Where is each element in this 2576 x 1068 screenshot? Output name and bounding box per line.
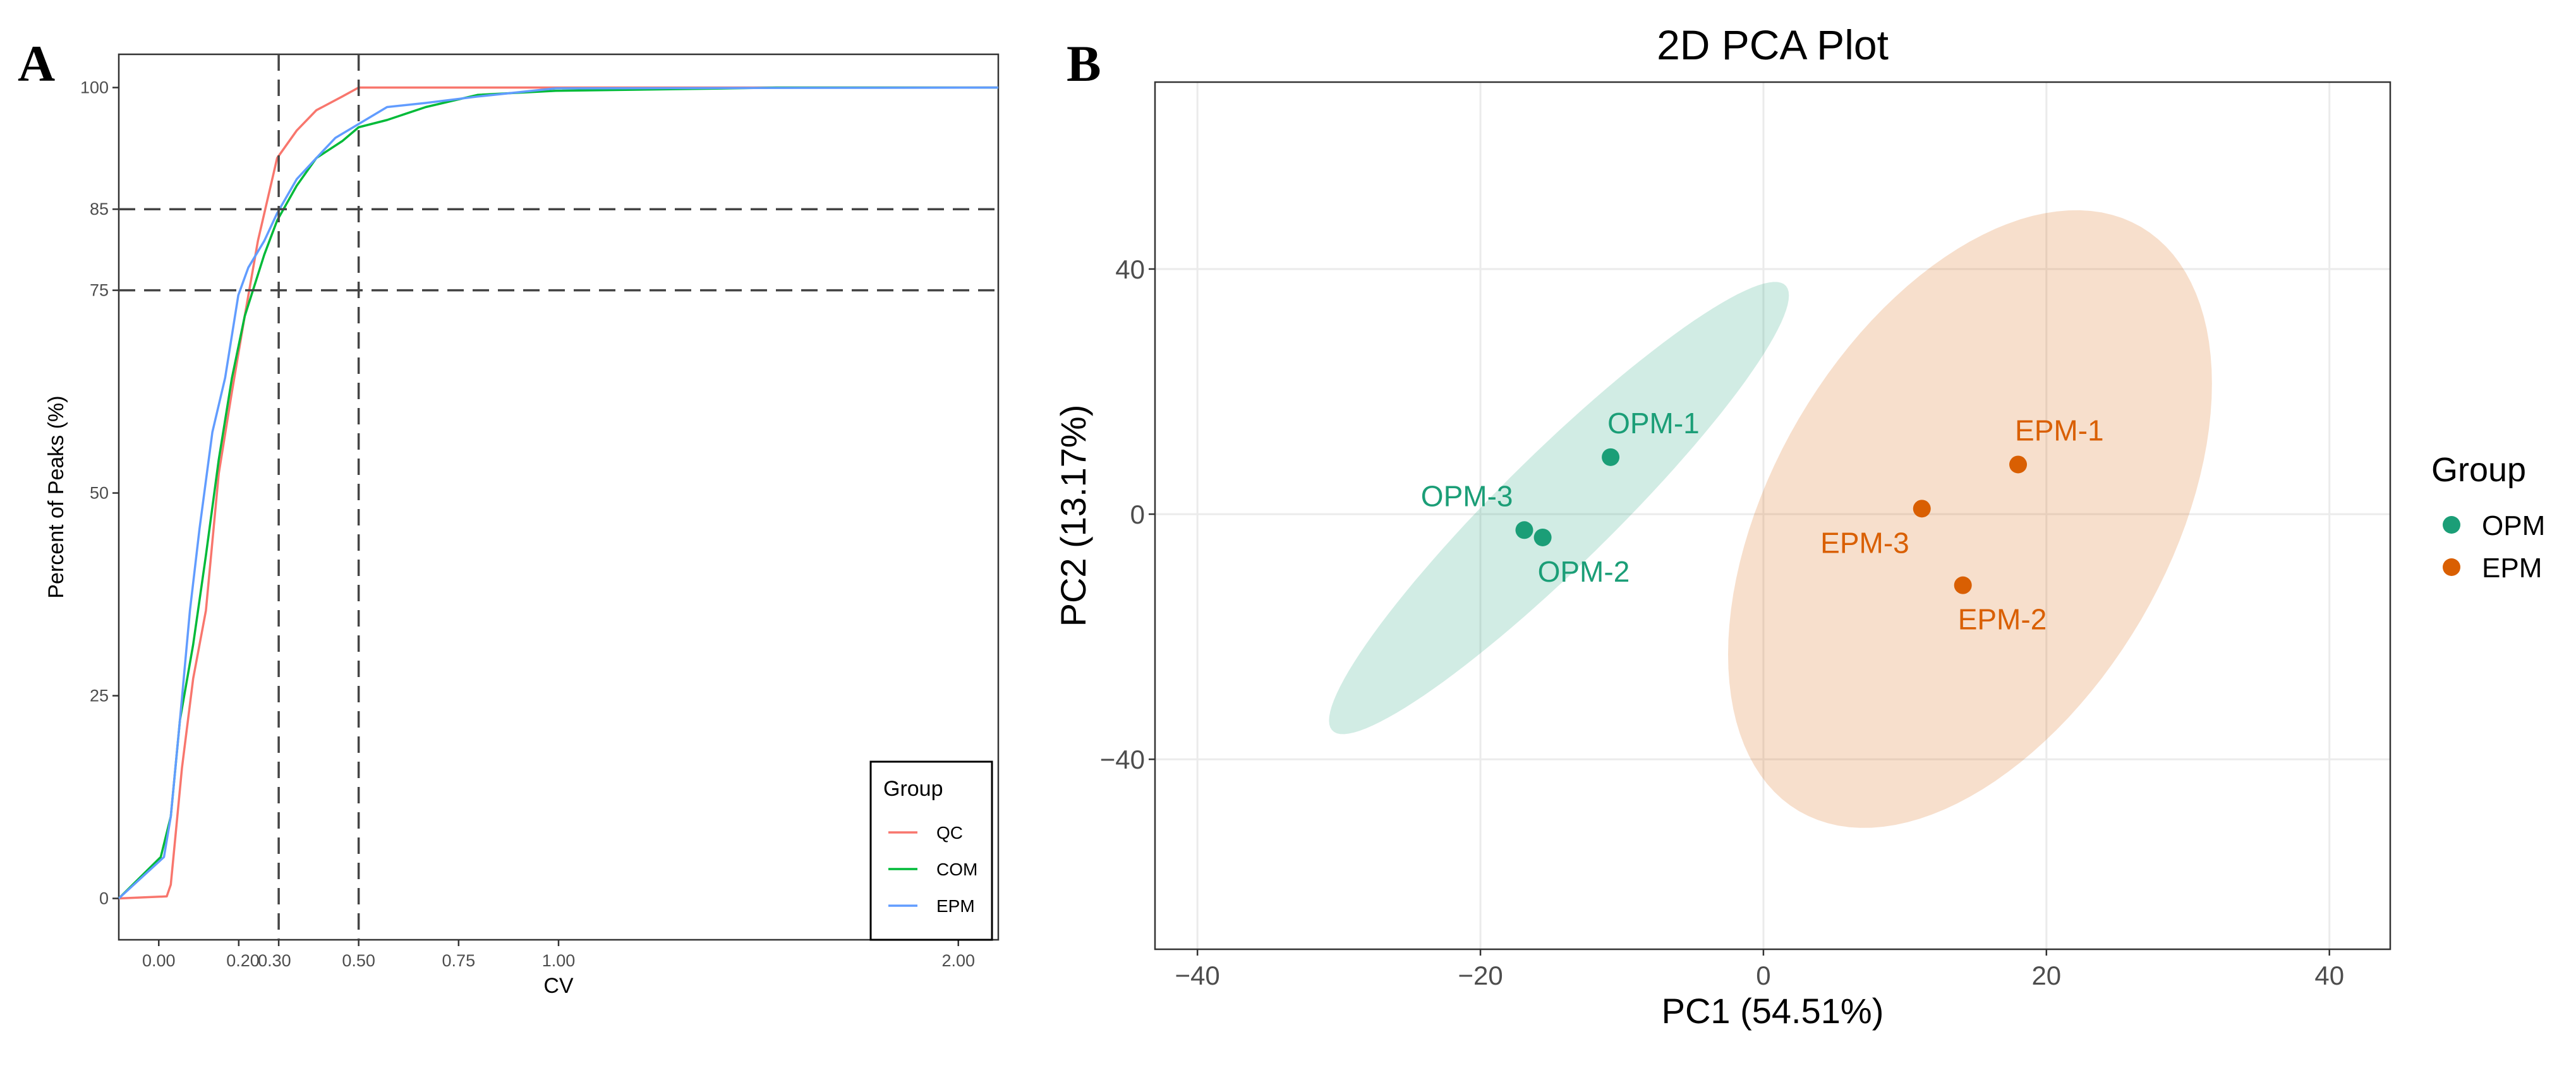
legend: Group QC COM EPM <box>869 760 993 941</box>
confidence-ellipse-opm <box>1329 282 1789 735</box>
x-tick-label: 0.50 <box>342 951 375 970</box>
legend-key-epm <box>2443 558 2460 576</box>
plot-panel <box>118 53 1000 941</box>
point-label: OPM-2 <box>1538 555 1630 588</box>
point-label: EPM-2 <box>1958 603 2047 636</box>
data-point-opm-2 <box>1533 528 1552 546</box>
y-tick-label: 75 <box>90 281 109 300</box>
pca-scatter-chart: OPM-1 OPM-2 OPM-3 EPM-1 EPM-2 EPM-3 −40 −20 0 20 4… <box>1053 21 2545 1031</box>
plot-panel <box>1155 82 2390 949</box>
y-tick-label: 50 <box>90 484 109 503</box>
x-tick-label: 0.75 <box>442 951 476 970</box>
legend-label: EPM <box>936 896 975 916</box>
x-tick-label: −20 <box>1458 961 1503 990</box>
x-tick-label: 0.00 <box>142 951 176 970</box>
data-point-epm-2 <box>1954 576 1972 594</box>
cv-cumulative-chart: 0.00 0.200.30 0.50 0.75 1.00 2.00 0 25 50 75 85 100… <box>44 53 1000 998</box>
y-tick-label: 0 <box>99 889 109 908</box>
legend-label: COM <box>936 860 977 879</box>
chart-title: 2D PCA Plot <box>1657 21 1889 68</box>
x-axis-title: PC1 (54.51%) <box>1662 991 1884 1031</box>
plot-border <box>1154 81 2392 951</box>
x-tick-label: 0.20 <box>226 951 260 970</box>
legend-label: EPM <box>2482 553 2542 584</box>
confidence-ellipse-epm <box>1728 210 2212 828</box>
point-label: EPM-1 <box>2015 414 2104 447</box>
x-tick-label: 0.30 <box>258 951 291 970</box>
legend-title: Group <box>2431 451 2526 489</box>
x-tick-label: 1.00 <box>542 951 576 970</box>
y-tick-label: 85 <box>90 200 109 219</box>
x-tick-label: 2.00 <box>941 951 975 970</box>
legend: Group OPM EPM <box>2431 451 2545 584</box>
y-tick-label: 40 <box>1115 255 1145 284</box>
legend-key-opm <box>2443 516 2460 534</box>
y-axis-title: PC2 (13.17%) <box>1053 405 1093 627</box>
data-point-opm-1 <box>1602 448 1620 466</box>
x-axis-title: CV <box>543 974 574 998</box>
data-point-epm-3 <box>1913 500 1931 518</box>
y-tick-label: 100 <box>80 78 109 97</box>
point-label: OPM-3 <box>1421 479 1513 512</box>
data-point-epm-1 <box>2009 455 2028 474</box>
y-tick-label: 25 <box>90 687 109 705</box>
legend-label: QC <box>936 823 963 843</box>
legend-label: OPM <box>2482 510 2545 541</box>
panel-label-b: B <box>1067 35 1101 92</box>
y-tick-label: −40 <box>1100 745 1145 774</box>
legend-box <box>869 760 993 941</box>
x-tick-label: −40 <box>1175 961 1220 990</box>
panel-label-a: A <box>18 35 55 92</box>
data-point-opm-3 <box>1515 521 1533 539</box>
series-line-qc <box>118 86 998 900</box>
y-tick-label: 0 <box>1130 500 1145 529</box>
series-line-epm <box>118 86 999 899</box>
x-tick-label: 40 <box>2314 961 2344 990</box>
point-label: OPM-1 <box>1607 407 1700 440</box>
point-label: EPM-3 <box>1820 526 1909 559</box>
x-tick-label: 20 <box>2031 961 2061 990</box>
legend-title: Group <box>883 777 943 801</box>
y-axis-title: Percent of Peaks (%) <box>44 395 68 598</box>
x-tick-label: 0 <box>1756 961 1770 990</box>
